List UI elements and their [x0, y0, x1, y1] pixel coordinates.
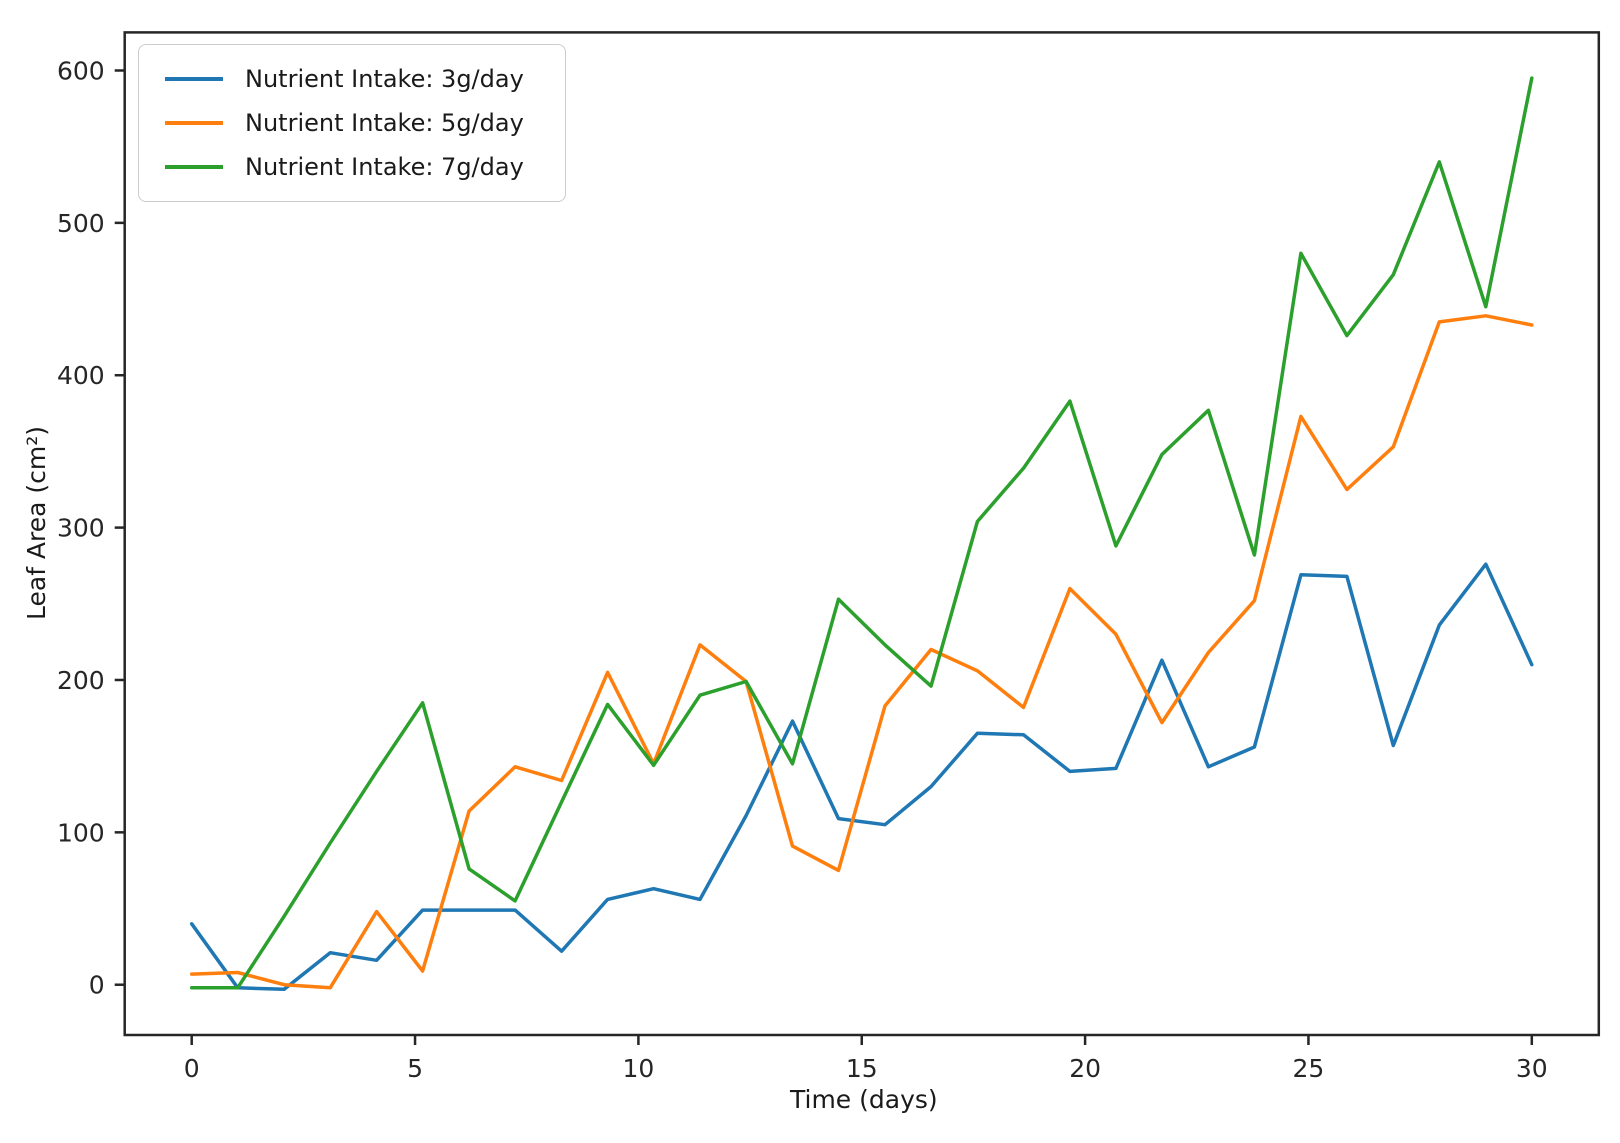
legend: Nutrient Intake: 3g/day Nutrient Intake:… [138, 44, 566, 202]
legend-label-3g: Nutrient Intake: 3g/day [245, 65, 524, 93]
legend-item: Nutrient Intake: 3g/day [153, 57, 547, 101]
y-tick-label: 200 [57, 666, 105, 695]
x-tick-label: 5 [407, 1054, 423, 1083]
series-line-7g [189, 76, 1534, 990]
x-axis-label: Time (days) [790, 1085, 938, 1114]
y-tick-label: 600 [57, 56, 105, 85]
y-tick-label: 300 [57, 514, 105, 543]
legend-line-swatch-3g [165, 77, 223, 81]
y-tick-label: 100 [57, 818, 105, 847]
x-tick-label: 0 [184, 1054, 200, 1083]
legend-item: Nutrient Intake: 5g/day [153, 101, 547, 145]
legend-item: Nutrient Intake: 7g/day [153, 145, 547, 189]
x-tick-label: 20 [1069, 1054, 1101, 1083]
legend-line-swatch-7g [165, 165, 223, 169]
x-tick-label: 15 [846, 1054, 878, 1083]
x-tick-label: 10 [622, 1054, 654, 1083]
legend-label-5g: Nutrient Intake: 5g/day [245, 109, 524, 137]
y-tick-label: 0 [89, 971, 105, 1000]
y-axis-label: Leaf Area (cm²) [22, 425, 51, 620]
y-tick-label: 500 [57, 209, 105, 238]
x-tick-label: 30 [1516, 1054, 1548, 1083]
series-line-5g [189, 314, 1534, 990]
y-tick-label: 400 [57, 361, 105, 390]
legend-label-7g: Nutrient Intake: 7g/day [245, 153, 524, 181]
x-tick-label: 25 [1293, 1054, 1325, 1083]
series-line-3g [189, 562, 1534, 992]
legend-line-swatch-5g [165, 121, 223, 125]
